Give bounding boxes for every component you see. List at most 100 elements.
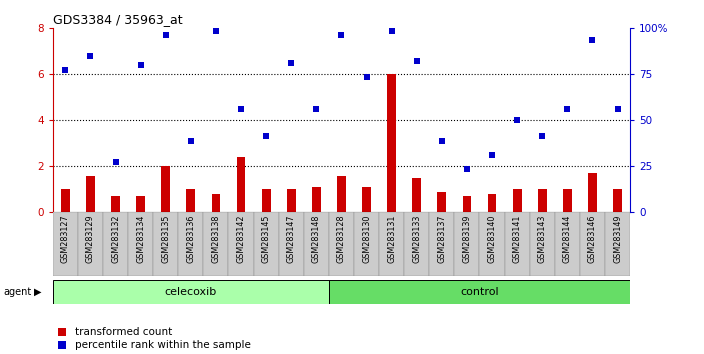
- Bar: [53, 280, 329, 304]
- Text: GSM283149: GSM283149: [613, 214, 622, 263]
- Bar: [488, 194, 496, 212]
- Bar: [555, 212, 580, 276]
- Bar: [538, 189, 546, 212]
- Bar: [529, 212, 555, 276]
- Bar: [287, 189, 296, 212]
- Text: GSM283133: GSM283133: [413, 214, 421, 263]
- Point: [235, 106, 246, 112]
- Bar: [187, 189, 195, 212]
- Point: [587, 37, 598, 43]
- Text: GSM283140: GSM283140: [488, 214, 496, 263]
- Bar: [153, 212, 178, 276]
- Text: GSM283131: GSM283131: [387, 214, 396, 263]
- Bar: [505, 212, 529, 276]
- Text: GSM283129: GSM283129: [86, 214, 95, 263]
- Point: [361, 74, 372, 80]
- Text: GSM283136: GSM283136: [187, 214, 195, 263]
- Bar: [304, 212, 329, 276]
- Bar: [362, 187, 371, 212]
- Text: GSM283146: GSM283146: [588, 214, 597, 263]
- Bar: [312, 187, 321, 212]
- Bar: [262, 189, 270, 212]
- Bar: [563, 189, 572, 212]
- Text: ▶: ▶: [34, 287, 42, 297]
- Bar: [253, 212, 279, 276]
- Text: celecoxib: celecoxib: [165, 287, 217, 297]
- Text: GSM283138: GSM283138: [211, 214, 220, 263]
- Bar: [229, 212, 253, 276]
- Bar: [479, 212, 505, 276]
- Text: control: control: [460, 287, 499, 297]
- Bar: [404, 212, 429, 276]
- Bar: [212, 194, 220, 212]
- Bar: [437, 192, 446, 212]
- Legend: transformed count, percentile rank within the sample: transformed count, percentile rank withi…: [58, 327, 251, 350]
- Bar: [161, 166, 170, 212]
- Text: GSM283135: GSM283135: [161, 214, 170, 263]
- Text: GSM283134: GSM283134: [136, 214, 145, 263]
- Bar: [329, 280, 630, 304]
- Bar: [379, 212, 404, 276]
- Bar: [137, 196, 145, 212]
- Bar: [128, 212, 153, 276]
- Text: GSM283148: GSM283148: [312, 214, 321, 263]
- Point: [260, 134, 272, 139]
- Bar: [61, 189, 70, 212]
- Text: GSM283144: GSM283144: [562, 214, 572, 263]
- Bar: [613, 189, 622, 212]
- Bar: [354, 212, 379, 276]
- Point: [60, 67, 71, 73]
- Bar: [86, 176, 95, 212]
- Bar: [387, 74, 396, 212]
- Bar: [588, 173, 597, 212]
- Text: GSM283141: GSM283141: [513, 214, 522, 263]
- Bar: [111, 196, 120, 212]
- Point: [536, 134, 548, 139]
- Bar: [337, 176, 346, 212]
- Bar: [78, 212, 103, 276]
- Bar: [463, 196, 472, 212]
- Point: [160, 33, 171, 38]
- Text: GSM283145: GSM283145: [262, 214, 270, 263]
- Bar: [580, 212, 605, 276]
- Bar: [429, 212, 454, 276]
- Bar: [103, 212, 128, 276]
- Point: [210, 28, 222, 34]
- Bar: [605, 212, 630, 276]
- Point: [436, 138, 448, 144]
- Point: [562, 106, 573, 112]
- Point: [612, 106, 623, 112]
- Point: [310, 106, 322, 112]
- Point: [512, 118, 523, 123]
- Point: [84, 53, 96, 59]
- Text: GSM283127: GSM283127: [61, 214, 70, 263]
- Bar: [329, 212, 354, 276]
- Bar: [203, 212, 229, 276]
- Text: GSM283139: GSM283139: [463, 214, 472, 263]
- Point: [185, 138, 196, 144]
- Bar: [53, 212, 78, 276]
- Point: [411, 58, 422, 63]
- Text: GSM283147: GSM283147: [287, 214, 296, 263]
- Text: GSM283142: GSM283142: [237, 214, 246, 263]
- Text: GSM283128: GSM283128: [337, 214, 346, 263]
- Point: [461, 166, 472, 172]
- Text: GSM283137: GSM283137: [437, 214, 446, 263]
- Point: [336, 33, 347, 38]
- Point: [135, 62, 146, 68]
- Text: GSM283132: GSM283132: [111, 214, 120, 263]
- Bar: [279, 212, 304, 276]
- Text: GDS3384 / 35963_at: GDS3384 / 35963_at: [53, 13, 182, 26]
- Point: [386, 28, 397, 34]
- Point: [110, 159, 121, 165]
- Bar: [513, 189, 522, 212]
- Bar: [454, 212, 479, 276]
- Bar: [178, 212, 203, 276]
- Point: [486, 152, 498, 158]
- Text: GSM283130: GSM283130: [362, 214, 371, 263]
- Bar: [237, 157, 246, 212]
- Text: agent: agent: [4, 287, 32, 297]
- Point: [286, 60, 297, 66]
- Text: GSM283143: GSM283143: [538, 214, 547, 263]
- Bar: [413, 178, 421, 212]
